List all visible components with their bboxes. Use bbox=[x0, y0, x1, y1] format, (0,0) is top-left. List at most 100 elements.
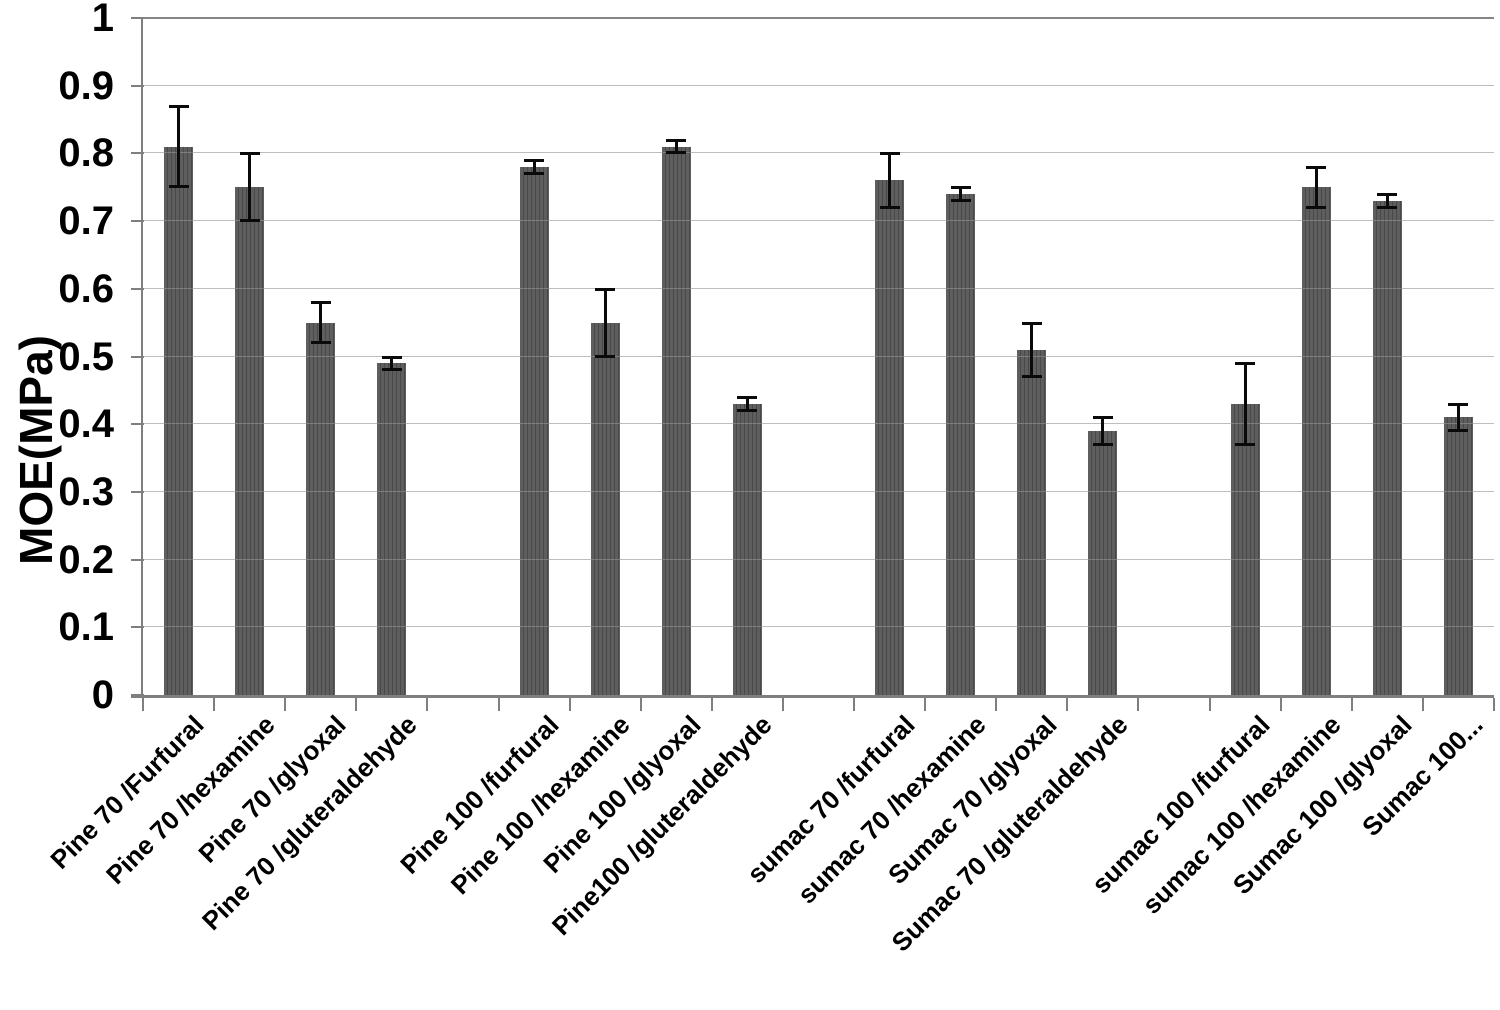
bar bbox=[519, 166, 549, 695]
x-axis-tick bbox=[355, 698, 358, 711]
bar bbox=[1088, 430, 1118, 695]
error-bar-line bbox=[1314, 166, 1318, 208]
x-axis-tick bbox=[853, 698, 856, 711]
y-tick-label: 1 bbox=[91, 0, 114, 40]
error-bar-line bbox=[745, 397, 749, 411]
error-bar-cap-bottom bbox=[595, 354, 616, 358]
y-tick-label: 0.4 bbox=[58, 402, 114, 447]
error-bar-line bbox=[888, 153, 892, 208]
bar bbox=[1301, 187, 1331, 695]
error-bar-cap-bottom bbox=[879, 205, 900, 209]
error-bar-cap-bottom bbox=[524, 171, 545, 175]
error-bar-line bbox=[177, 106, 181, 188]
error-bar-cap-top bbox=[1377, 193, 1398, 197]
bar bbox=[732, 403, 762, 695]
error-bar-cap-top bbox=[950, 186, 971, 190]
y-tick-label: 0.6 bbox=[58, 266, 114, 311]
error-bar-cap-top bbox=[239, 152, 260, 156]
y-axis-tick bbox=[131, 626, 144, 629]
bar bbox=[306, 322, 336, 695]
y-tick-label: 0.2 bbox=[58, 537, 114, 582]
x-axis-tick bbox=[426, 698, 429, 711]
y-axis-tick bbox=[131, 423, 144, 426]
y-gridline bbox=[143, 423, 1494, 425]
bar bbox=[1017, 349, 1047, 695]
error-bar-cap-bottom bbox=[168, 185, 189, 189]
x-axis-tick bbox=[1421, 698, 1424, 711]
x-axis-tick bbox=[213, 698, 216, 711]
y-axis-tick bbox=[131, 220, 144, 223]
y-gridline bbox=[143, 355, 1494, 357]
bar bbox=[1230, 403, 1260, 695]
y-tick-label: 0.5 bbox=[58, 334, 114, 379]
error-bar-cap-top bbox=[381, 355, 402, 359]
error-bar-cap-top bbox=[1448, 402, 1469, 406]
x-axis-tick bbox=[284, 698, 287, 711]
x-axis-tick bbox=[1493, 698, 1495, 711]
x-axis-line bbox=[131, 695, 1494, 698]
y-axis-tick bbox=[131, 490, 144, 493]
bar bbox=[164, 146, 194, 695]
x-axis-tick bbox=[781, 698, 784, 711]
x-axis-tick bbox=[1350, 698, 1353, 711]
bar bbox=[1372, 200, 1402, 695]
error-bar-cap-bottom bbox=[1448, 428, 1469, 432]
error-bar-line bbox=[1243, 363, 1247, 445]
y-tick-label: 0.3 bbox=[58, 469, 114, 514]
error-bar-line bbox=[674, 139, 678, 154]
error-bar-cap-bottom bbox=[737, 408, 758, 412]
error-bar-cap-top bbox=[1235, 362, 1256, 366]
bar bbox=[377, 363, 407, 695]
y-tick-label: 0.7 bbox=[58, 199, 114, 244]
x-axis-tick bbox=[497, 698, 500, 711]
error-bar-cap-bottom bbox=[1377, 205, 1398, 209]
y-axis-tick bbox=[131, 287, 144, 290]
error-bar-cap-top bbox=[666, 138, 687, 142]
y-gridline bbox=[143, 490, 1494, 492]
error-bar-line bbox=[603, 288, 607, 357]
x-axis-tick bbox=[1279, 698, 1282, 711]
error-bar-line bbox=[1030, 322, 1034, 377]
error-bar-line bbox=[1101, 417, 1105, 445]
y-tick-label: 0.8 bbox=[58, 131, 114, 176]
y-gridline bbox=[143, 84, 1494, 86]
y-axis-tick bbox=[131, 355, 144, 358]
y-axis-line bbox=[141, 18, 143, 698]
y-axis-tick bbox=[131, 17, 144, 19]
error-bar-cap-bottom bbox=[1021, 374, 1042, 378]
x-axis-tick bbox=[1137, 698, 1140, 711]
x-axis-tick bbox=[1066, 698, 1069, 711]
error-bar-cap-top bbox=[737, 396, 758, 400]
y-axis-tick bbox=[131, 152, 144, 155]
error-bar-cap-bottom bbox=[239, 219, 260, 223]
y-tick-label: 0 bbox=[91, 673, 114, 717]
error-bar-cap-bottom bbox=[1235, 442, 1256, 446]
y-gridline bbox=[143, 152, 1494, 154]
error-bar-cap-bottom bbox=[381, 368, 402, 372]
bar bbox=[1443, 417, 1473, 695]
bar bbox=[875, 180, 905, 695]
error-bar-cap-bottom bbox=[1092, 442, 1113, 446]
bar bbox=[661, 146, 691, 695]
x-axis-tick bbox=[995, 698, 998, 711]
error-bar-cap-bottom bbox=[1306, 205, 1327, 209]
error-bar-cap-bottom bbox=[310, 340, 331, 344]
y-gridline bbox=[143, 220, 1494, 222]
y-axis-tick bbox=[131, 558, 144, 561]
y-gridline bbox=[143, 287, 1494, 289]
x-axis-tick bbox=[568, 698, 571, 711]
error-bar-cap-top bbox=[1092, 416, 1113, 420]
error-bar-line bbox=[248, 153, 252, 222]
error-bar-cap-top bbox=[1021, 321, 1042, 325]
y-tick-label: 0.1 bbox=[58, 605, 114, 650]
error-bar-cap-top bbox=[879, 152, 900, 156]
error-bar-line bbox=[319, 302, 323, 343]
error-bar-line bbox=[959, 187, 963, 201]
y-axis-tick bbox=[131, 84, 144, 87]
x-axis-tick bbox=[142, 698, 144, 711]
error-bar-cap-bottom bbox=[950, 198, 971, 202]
error-bar-cap-top bbox=[310, 301, 331, 305]
bar bbox=[590, 322, 620, 695]
error-bar-line bbox=[1456, 403, 1460, 431]
